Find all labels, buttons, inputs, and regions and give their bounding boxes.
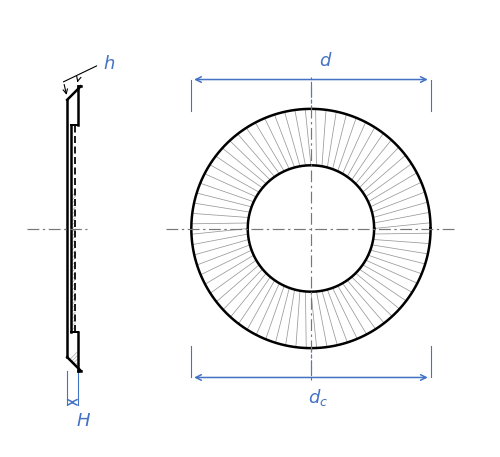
- Text: h: h: [104, 55, 115, 73]
- Text: H: H: [77, 412, 90, 430]
- Text: d: d: [319, 52, 330, 69]
- Text: $d_c$: $d_c$: [308, 388, 328, 409]
